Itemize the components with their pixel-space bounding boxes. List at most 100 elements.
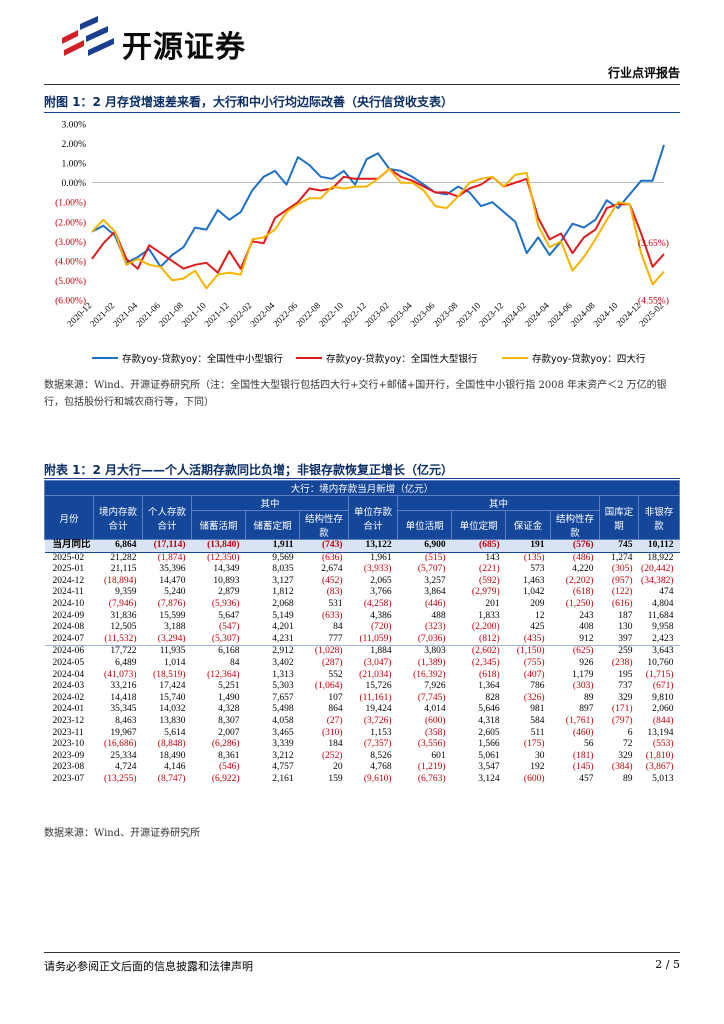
table-cell: 3,803 bbox=[397, 645, 452, 658]
table-cell: (547) bbox=[218, 622, 240, 633]
figure-source: 数据来源：Wind、开源证券研究所（注：全国性大型银行包括四大行+交行+邮储+国… bbox=[44, 380, 667, 408]
legend-label-1: 存款yoy-贷款yoy：全国性中小型银行 bbox=[122, 353, 283, 365]
table-cell: (446) bbox=[425, 598, 446, 609]
row-label: 2023-09 bbox=[52, 750, 85, 761]
table-cell: 8,463 bbox=[115, 715, 137, 726]
table-cell: 31,836 bbox=[110, 610, 137, 621]
table-cell: 8,307 bbox=[218, 715, 240, 726]
row-label: 2024-03 bbox=[52, 681, 85, 692]
table-cell: 9,810 bbox=[652, 692, 674, 703]
brand-name: 开源证券 bbox=[122, 30, 246, 65]
col-unit-demand: 单位活期 bbox=[397, 510, 453, 540]
table-cell: 926 bbox=[579, 657, 594, 668]
table-cell: 5,303 bbox=[272, 681, 294, 692]
table-cell: (7,946) bbox=[108, 598, 137, 609]
table-row: 2024-09 31,836 15,599 5,647 5,149 (633) 4,386 4… bbox=[45, 611, 680, 623]
col-month: 月份 bbox=[44, 495, 94, 540]
table-cell: 19,424 bbox=[365, 704, 392, 715]
col-demand: 储蓄活期 bbox=[190, 510, 247, 540]
table-cell: 21,282 bbox=[110, 552, 137, 563]
row-label: 2024-04 bbox=[52, 669, 85, 680]
header-divider bbox=[44, 84, 680, 85]
table-cell: 14,418 bbox=[110, 692, 137, 703]
table-cell: 2,423 bbox=[652, 633, 674, 644]
table-cell: (685) bbox=[451, 539, 506, 553]
table-cell: 425 bbox=[530, 622, 545, 633]
table-cell: 777 bbox=[328, 633, 343, 644]
table-row: 2024-11 9,359 5,240 2,879 1,812 (83) 3,766 3,86… bbox=[45, 587, 680, 599]
table-cell: (618) bbox=[479, 669, 500, 680]
table-cell: 11,684 bbox=[647, 610, 674, 621]
table-cell: 3,127 bbox=[272, 575, 294, 586]
table-cell: (171) bbox=[611, 704, 633, 715]
col-unit: 单位存款合计 bbox=[348, 495, 399, 540]
table-cell: (1,064) bbox=[314, 681, 343, 692]
table-cell: 12 bbox=[535, 610, 545, 621]
table-cell: (755) bbox=[523, 657, 545, 668]
table-cell: (5,307) bbox=[211, 633, 240, 644]
table-cell: 2,912 bbox=[245, 645, 300, 658]
table-cell: 7,657 bbox=[272, 692, 294, 703]
table-cell: 2,879 bbox=[218, 587, 240, 598]
table-cell: (41,073) bbox=[104, 669, 137, 680]
table-title-rule bbox=[44, 478, 680, 479]
table-cell: 3,465 bbox=[272, 727, 294, 738]
table-cell: 601 bbox=[431, 750, 446, 761]
x-tick-label: 2021-12 bbox=[202, 300, 230, 328]
table-cell: 159 bbox=[328, 773, 343, 784]
row-label: 2023-08 bbox=[52, 762, 85, 773]
table-cell: 10,760 bbox=[647, 657, 674, 668]
table-cell: (16,392) bbox=[413, 669, 446, 680]
col-among-personal: 其中 bbox=[190, 495, 350, 511]
table-cell: (16,686) bbox=[104, 739, 137, 750]
table-cell: 4,386 bbox=[370, 610, 392, 621]
table-cell: 1,833 bbox=[478, 610, 500, 621]
table-cell: 25,334 bbox=[110, 750, 137, 761]
table-cell: 14,349 bbox=[213, 564, 240, 575]
table-row: 2024-03 33,216 17,424 5,251 5,303 (1,064) 15,7… bbox=[45, 681, 680, 693]
col-time: 储蓄定期 bbox=[245, 510, 301, 540]
table-cell: 6,489 bbox=[115, 657, 137, 668]
table-cell: (600) bbox=[523, 773, 545, 784]
table-cell: 13,122 bbox=[348, 539, 398, 553]
table-cell: (3,556) bbox=[417, 739, 446, 750]
table-cell: (6,763) bbox=[417, 773, 446, 784]
table-cell: (3,867) bbox=[645, 762, 674, 773]
table-cell: (11,059) bbox=[359, 633, 392, 644]
table-cell: 15,740 bbox=[159, 692, 186, 703]
table-cell: (1,150) bbox=[505, 645, 551, 658]
table-cell: 2,605 bbox=[478, 727, 500, 738]
table-row: 2025-01 21,115 35,396 14,349 8,035 2,674 (3,93… bbox=[45, 564, 680, 576]
table-body: 当月同比 6,864 (17,114) (13,840) 1,911 (743) 13,12… bbox=[44, 539, 680, 786]
col-personal: 个人存款合计 bbox=[142, 495, 192, 540]
row-label: 2024-08 bbox=[52, 622, 85, 633]
table-cell: 5,647 bbox=[218, 610, 240, 621]
table-cell: 19,967 bbox=[110, 727, 137, 738]
y-tick-label: (1.00%) bbox=[55, 198, 86, 209]
table-row: 2025-02 21,282 (1,874) (12,350) 9,569 (636) 1,… bbox=[45, 552, 680, 564]
table-cell: (13,840) bbox=[191, 539, 246, 553]
table-cell: 5,251 bbox=[218, 681, 240, 692]
y-tick-label: 1.00% bbox=[61, 160, 86, 170]
table-cell: (12,350) bbox=[207, 552, 240, 563]
table-cell: 15,599 bbox=[159, 610, 186, 621]
table-cell: 1,042 bbox=[523, 587, 545, 598]
table-cell: (553) bbox=[652, 739, 674, 750]
table-cell: (6,286) bbox=[211, 739, 240, 750]
table-cell: (720) bbox=[370, 622, 392, 633]
table-cell: (7,036) bbox=[417, 633, 446, 644]
col-domestic: 境内存款合计 bbox=[93, 495, 143, 540]
table-cell: 1,490 bbox=[218, 692, 240, 703]
table-cell: 6,900 bbox=[397, 539, 452, 553]
table-cell: 72 bbox=[623, 739, 633, 750]
chart-annotations: 1.93%(3.65%)(4.55%) bbox=[638, 238, 669, 307]
table-cell: (8,747) bbox=[157, 773, 186, 784]
table-cell: 457 bbox=[579, 773, 594, 784]
table-title: 附表 1：2 月大行——个人活期存款同比负增；非银存款恢复正增长（亿元） bbox=[44, 463, 454, 477]
table-cell: 3,766 bbox=[370, 587, 392, 598]
table-cell: 8,526 bbox=[370, 750, 392, 761]
table-cell: (310) bbox=[321, 727, 343, 738]
table-cell: (34,382) bbox=[641, 575, 674, 586]
table-cell: 33,216 bbox=[110, 681, 137, 692]
table-cell: (287) bbox=[321, 657, 343, 668]
